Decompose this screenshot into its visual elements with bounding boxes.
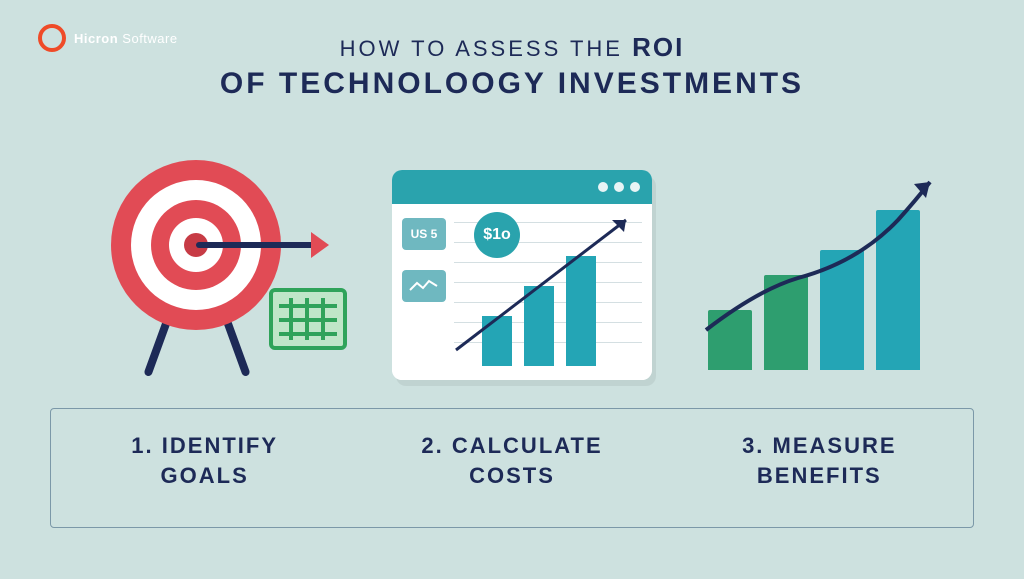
step-2: 2. CALCULATE COSTS [358,409,665,527]
browser-titlebar [392,170,652,204]
illustration-growth-chart [673,140,974,380]
illustration-browser: US 5 $1o [371,140,672,380]
trend-arrow-icon [698,170,948,380]
window-dot-icon [598,182,608,192]
infographic-canvas: Hicron Software HOW TO ASSESS THE ROI OF… [0,0,1024,579]
window-dot-icon [630,182,640,192]
title-line1-bold: ROI [632,32,684,62]
sparkline-chip-icon [402,270,446,302]
illustration-target [70,140,371,380]
title-line1-pre: HOW TO ASSESS THE [340,36,632,61]
title-line2: OF TECHNOLOOGY INVESTMENTS [0,67,1024,101]
arrow-icon [196,242,316,248]
step-1: 1. IDENTIFY GOALS [51,409,358,527]
currency-chip: US 5 [402,218,446,250]
window-dot-icon [614,182,624,192]
step-3: 3. MEASURE BENEFITS [666,409,973,527]
page-title: HOW TO ASSESS THE ROI OF TECHNOLOOGY INV… [0,32,1024,101]
calendar-icon [269,288,347,350]
steps-box: 1. IDENTIFY GOALS 2. CALCULATE COSTS 3. … [50,408,974,528]
browser-window-icon: US 5 $1o [392,170,652,380]
browser-body: US 5 $1o [392,204,652,380]
illustration-row: US 5 $1o [70,140,974,380]
trend-arrow-icon [456,210,646,360]
